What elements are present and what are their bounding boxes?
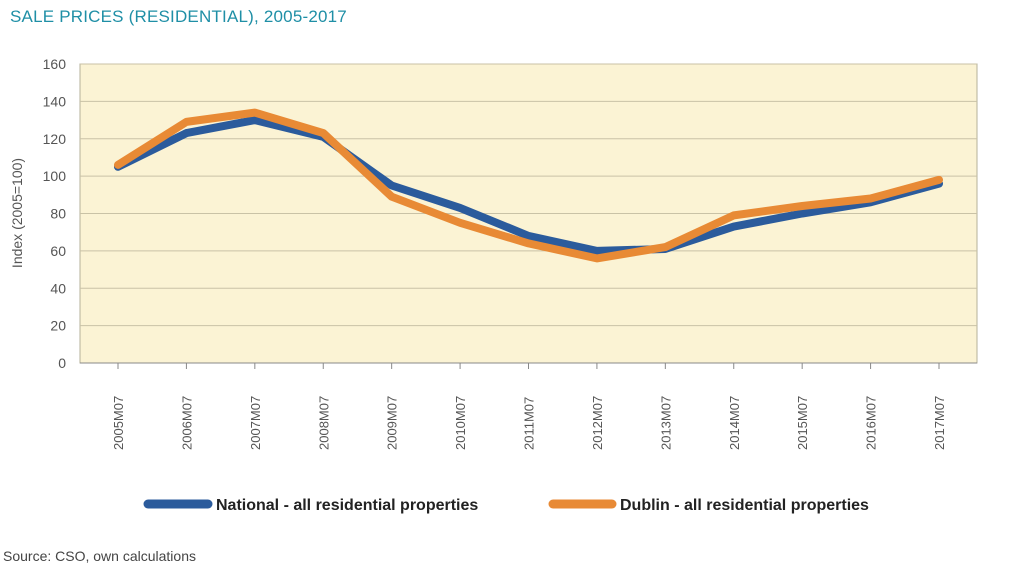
y-tick-label: 140: [43, 93, 67, 109]
x-tick-label: 2017M07: [932, 396, 947, 450]
x-tick-label: 2007M07: [248, 396, 263, 450]
legend-national-label: National - all residential properties: [216, 497, 478, 514]
legend-dublin-label: Dublin - all residential properties: [620, 497, 869, 514]
y-tick-label: 120: [43, 131, 67, 147]
y-tick-label: 40: [50, 280, 66, 296]
x-tick-label: 2008M07: [316, 396, 331, 450]
x-tick-label: 2014M07: [727, 396, 742, 450]
y-tick-label: 60: [50, 243, 66, 259]
x-tick-label: 2012M07: [590, 396, 605, 450]
y-axis-title: Index (2005=100): [9, 158, 25, 268]
x-tick-label: 2009M07: [385, 396, 400, 450]
x-tick-label: 2016M07: [864, 396, 879, 450]
x-tick-label: 2015M07: [795, 396, 810, 450]
y-tick-label: 0: [58, 355, 66, 371]
x-tick-label: 2005M07: [111, 396, 126, 450]
y-tick-label: 20: [50, 318, 66, 334]
source-note: Source: CSO, own calculations: [3, 548, 196, 564]
y-tick-label: 100: [43, 168, 67, 184]
y-tick-label: 160: [43, 56, 67, 72]
y-tick-label: 80: [50, 206, 66, 222]
x-tick-label: 2010M07: [453, 396, 468, 450]
x-tick-label: 2011M07: [522, 397, 537, 450]
x-tick-label: 2006M07: [179, 396, 194, 450]
chart-title: SALE PRICES (RESIDENTIAL), 2005-2017: [10, 7, 347, 26]
x-tick-label: 2013M07: [658, 396, 673, 450]
